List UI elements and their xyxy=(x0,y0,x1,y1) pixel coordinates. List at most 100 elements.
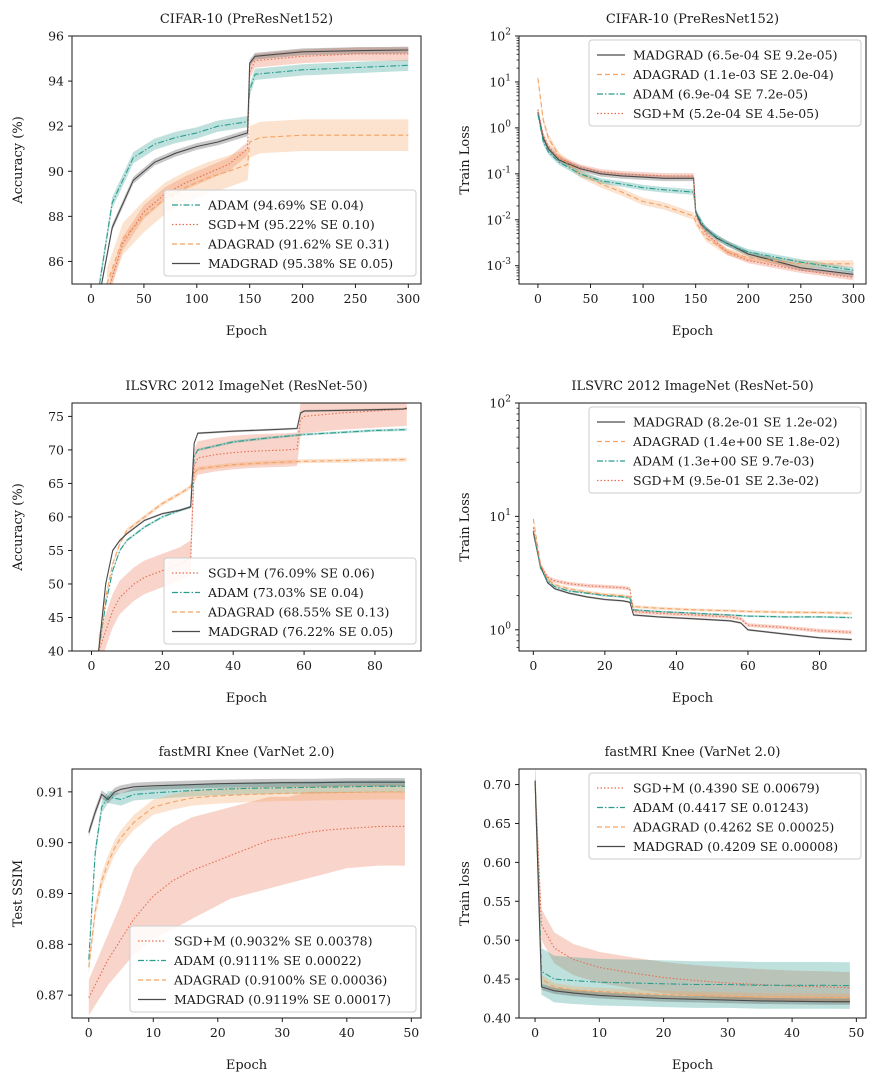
y-tick-label: 0.90 xyxy=(36,835,64,850)
y-tick-label: 92 xyxy=(48,119,64,134)
y-tick-label: 70 xyxy=(48,442,64,457)
band-madgrad xyxy=(537,109,854,278)
legend-entry: ADAM (0.4417 SE 0.01243) xyxy=(632,800,809,815)
band-sgdm xyxy=(537,106,854,281)
series-line-adagrad xyxy=(537,78,854,265)
legend-entry: MADGRAD (0.4209 SE 0.00008) xyxy=(633,839,838,854)
x-axis-label: Epoch xyxy=(226,1058,268,1073)
legend-box xyxy=(588,406,862,494)
y-tick-label: 0.45 xyxy=(483,972,511,987)
x-tick-label: 0 xyxy=(531,1025,539,1040)
y-axis-label: Accuracy (%) xyxy=(11,116,26,205)
y-tick-label: 50 xyxy=(48,576,64,591)
y-tick-label: 88 xyxy=(48,209,64,224)
legend-entry: ADAM (6.9e-04 SE 7.2e-05) xyxy=(632,87,808,102)
plot-frame xyxy=(518,768,867,1019)
x-tick-label: 40 xyxy=(225,658,241,673)
series-line-madgrad xyxy=(98,407,407,651)
x-tick-label: 30 xyxy=(720,1025,736,1040)
y-tick-label: 10-3 xyxy=(486,257,511,273)
legend-entry: ADAGRAD (68.55% SE 0.13) xyxy=(207,605,389,620)
band-sgdm xyxy=(98,403,407,651)
y-axis-label: Train Loss xyxy=(458,492,473,561)
panel-fastmri-loss: fastMRI Knee (VarNet 2.0) Epoch Train lo… xyxy=(458,745,867,1073)
y-tick-label: 0.87 xyxy=(36,988,64,1003)
legend-entry: MADGRAD (95.38% SE 0.05) xyxy=(208,256,393,271)
plot-frame xyxy=(71,402,422,652)
y-tick-label: 0.60 xyxy=(483,855,511,870)
band-adam xyxy=(535,769,850,1009)
band-adam xyxy=(533,529,852,619)
plot-area xyxy=(537,74,854,281)
legend-entry: ADAGRAD (0.4262 SE 0.00025) xyxy=(632,820,834,835)
x-tick-label: 20 xyxy=(656,1025,672,1040)
x-tick-label: 40 xyxy=(668,658,684,673)
panel-cifar-loss: CIFAR-10 (PreResNet152) Epoch Train Loss… xyxy=(458,12,867,339)
y-tick-label: 102 xyxy=(489,28,511,44)
plot-area xyxy=(98,403,407,651)
x-tick-label: 0 xyxy=(85,1025,93,1040)
plot-area xyxy=(88,778,405,1016)
x-tick-label: 100 xyxy=(185,291,209,306)
legend-box xyxy=(129,925,417,1013)
y-tick-label: 55 xyxy=(48,543,64,558)
legend-entry: ADAGRAD (91.62% SE 0.31) xyxy=(207,237,389,252)
x-tick-label: 0 xyxy=(529,658,537,673)
y-tick-label: 101 xyxy=(489,508,511,524)
y-tick-label: 101 xyxy=(489,73,511,89)
x-tick-label: 40 xyxy=(339,1025,355,1040)
y-tick-label: 0.40 xyxy=(483,1011,511,1026)
panel-imagenet-loss: ILSVRC 2012 ImageNet (ResNet-50) Epoch T… xyxy=(458,379,867,706)
legend-entry: SGD+M (5.2e-04 SE 4.5e-05) xyxy=(633,106,819,121)
legend-box xyxy=(163,189,417,277)
x-axis-label: Epoch xyxy=(672,324,714,339)
legend-entry: MADGRAD (8.2e-01 SE 1.2e-02) xyxy=(633,415,837,430)
series-line-madgrad xyxy=(532,532,852,641)
x-tick-label: 0 xyxy=(87,291,95,306)
legend-box xyxy=(588,39,862,127)
panel-title: fastMRI Knee (VarNet 2.0) xyxy=(605,745,781,760)
x-tick-label: 20 xyxy=(597,658,613,673)
legend-entry: ADAM (1.3e+00 SE 9.7e-03) xyxy=(632,454,814,469)
series-line-sgdm xyxy=(98,408,407,651)
plot-area xyxy=(532,517,852,641)
y-tick-label: 75 xyxy=(48,409,64,424)
legend-entry: ADAM (0.9111% SE 0.00022) xyxy=(173,953,362,968)
band-sgdm xyxy=(88,791,405,1016)
plot-area xyxy=(534,769,850,1009)
y-tick-label: 60 xyxy=(48,509,64,524)
legend-entry: SGD+M (9.5e-01 SE 2.3e-02) xyxy=(633,473,819,488)
band-madgrad xyxy=(88,778,405,837)
y-tick-label: 10-2 xyxy=(486,211,511,227)
panel-title: ILSVRC 2012 ImageNet (ResNet-50) xyxy=(125,379,367,394)
x-tick-label: 50 xyxy=(583,291,599,306)
legend-entry: MADGRAD (76.22% SE 0.05) xyxy=(208,624,393,639)
x-tick-label: 60 xyxy=(296,658,312,673)
series-line-sgdm xyxy=(537,109,854,279)
legend-entry: ADAGRAD (1.1e-03 SE 2.0e-04) xyxy=(632,67,834,82)
y-tick-label: 0.50 xyxy=(483,933,511,948)
y-tick-label: 40 xyxy=(48,644,64,659)
legend-box xyxy=(163,557,417,645)
legend-entry: SGD+M (0.4390 SE 0.00679) xyxy=(633,781,820,796)
x-tick-label: 300 xyxy=(841,291,865,306)
series-line-sgdm xyxy=(532,527,852,633)
x-tick-label: 200 xyxy=(736,291,760,306)
panel-cifar-accuracy: CIFAR-10 (PreResNet152) Epoch Accuracy (… xyxy=(11,12,422,339)
y-tick-label: 10-1 xyxy=(486,165,511,181)
panel-title: CIFAR-10 (PreResNet152) xyxy=(606,12,779,27)
x-tick-label: 80 xyxy=(367,658,383,673)
x-axis-label: Epoch xyxy=(672,691,714,706)
legend-entry: MADGRAD (6.5e-04 SE 9.2e-05) xyxy=(633,48,837,63)
y-tick-label: 0.89 xyxy=(36,886,64,901)
y-tick-label: 0.88 xyxy=(36,937,64,952)
series-line-madgrad xyxy=(537,112,854,275)
x-tick-label: 40 xyxy=(784,1025,800,1040)
x-tick-label: 50 xyxy=(848,1025,864,1040)
series-line-sgdm xyxy=(88,825,405,998)
x-tick-label: 250 xyxy=(789,291,813,306)
x-axis-label: Epoch xyxy=(226,691,268,706)
y-tick-label: 96 xyxy=(48,29,64,44)
x-tick-label: 80 xyxy=(812,658,828,673)
y-axis-label: Train loss xyxy=(458,861,473,926)
